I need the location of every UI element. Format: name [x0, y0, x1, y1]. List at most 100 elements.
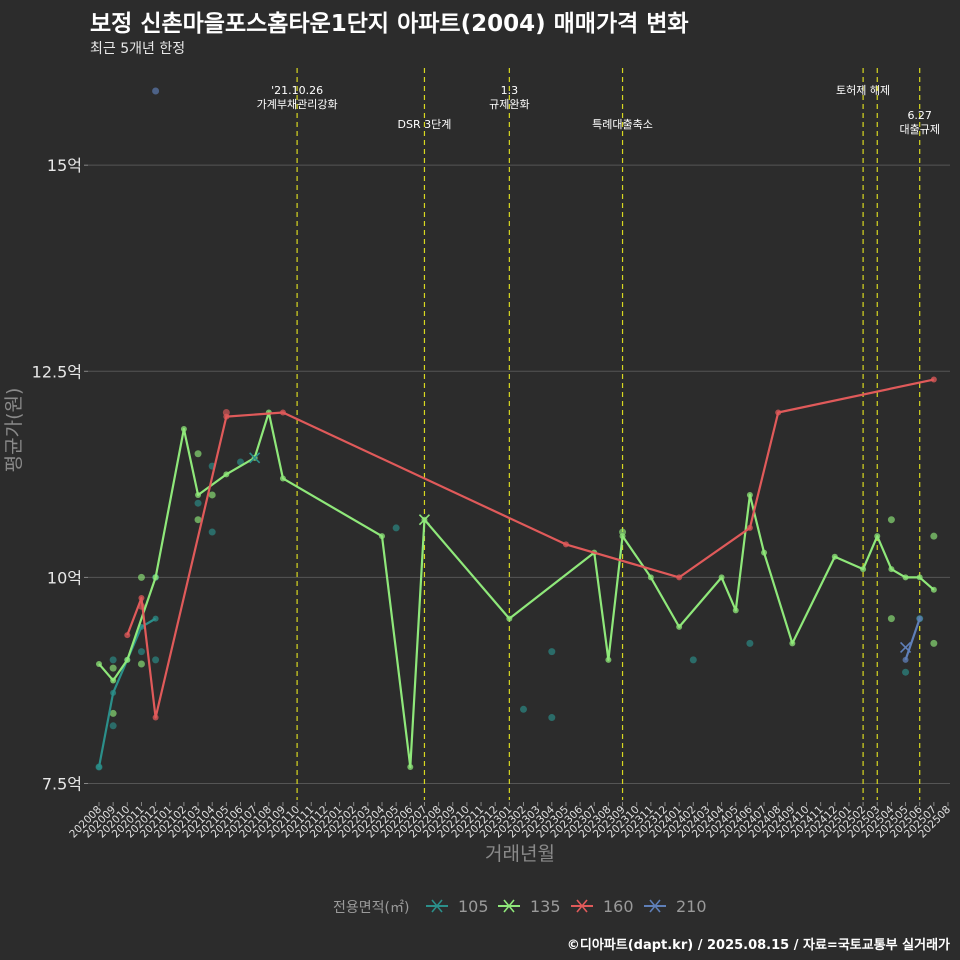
line-point-135 — [902, 574, 909, 581]
line-point-135 — [110, 677, 117, 684]
x-axis-title: 거래년월 — [485, 843, 555, 865]
line-point-135 — [718, 574, 725, 581]
line-point-135 — [916, 574, 923, 581]
legend-label-135: 135 — [530, 897, 561, 916]
legend-key-mark-105 — [431, 899, 443, 913]
line-point-135 — [407, 764, 414, 771]
event-label: '21.10.26 — [271, 84, 323, 97]
line-point-105 — [96, 764, 102, 771]
legend: 전용면적(㎡) 105 135 160 210 — [333, 897, 707, 916]
series-line-135 — [98, 411, 935, 769]
legend-label-210: 210 — [676, 897, 707, 916]
line-point-160 — [152, 714, 159, 721]
footer-credit: ©디아파트(dapt.kr) / 2025.08.15 / 자료=국토교통부 실… — [566, 938, 950, 953]
chart-title: 보정 신촌마을포스홈타운1단지 아파트(2004) 매매가격 변화 — [90, 11, 689, 37]
event-label: 1.3 — [501, 84, 519, 97]
line-point-135 — [124, 656, 131, 663]
line-point-135 — [874, 533, 881, 540]
line-point-135 — [676, 623, 683, 630]
event-label: 규제완화 — [489, 98, 529, 111]
line-point-135 — [96, 660, 102, 667]
scatter-point-135 — [887, 615, 895, 623]
line-point-135 — [279, 475, 286, 482]
legend-key-mark-135 — [503, 899, 515, 913]
legend-label-105: 105 — [458, 897, 489, 916]
scatter-point-105 — [137, 648, 145, 656]
line-point-135 — [888, 566, 895, 573]
event-label: 6.27 — [907, 109, 932, 122]
line-point-135 — [647, 574, 654, 581]
x-marker-105 — [249, 452, 261, 464]
line-point-160 — [746, 524, 753, 531]
scatter-point-105 — [548, 714, 556, 722]
y-axis-title: 평균가(원) — [3, 388, 25, 473]
event-label: 토허제 해제 — [836, 83, 890, 97]
line-point-135 — [506, 615, 513, 622]
scatter-point-135 — [930, 532, 938, 540]
series-line-160 — [126, 378, 935, 719]
line-point-135 — [732, 607, 739, 614]
scatter-point-105 — [237, 458, 244, 466]
line-point-210 — [902, 656, 909, 663]
line-point-135 — [746, 491, 753, 498]
event-label: 대출규제 — [899, 123, 939, 136]
line-point-160 — [223, 413, 230, 420]
chart-subtitle: 최근 5개년 한정 — [90, 41, 186, 57]
scatter-point-105 — [194, 499, 202, 507]
scatter-point-135 — [208, 491, 216, 499]
scatter-point-105 — [109, 656, 117, 664]
scatter-point-105 — [689, 656, 697, 664]
x-marker-105-stroke — [249, 452, 261, 464]
line-point-210 — [916, 615, 923, 622]
line-point-135 — [831, 553, 838, 560]
line-point-160 — [775, 409, 782, 416]
y-tick-label: 12.5억 — [32, 362, 82, 381]
scatter-point-135 — [109, 664, 117, 672]
scatter-point-135 — [194, 450, 202, 458]
scatter-point-135 — [109, 709, 117, 717]
scatter-point-105 — [109, 722, 117, 730]
line-point-135 — [761, 549, 768, 556]
legend-title: 전용면적(㎡) — [333, 900, 409, 916]
x-marker-210 — [899, 641, 912, 654]
line-point-135 — [930, 586, 937, 593]
y-tick-label: 15억 — [47, 156, 82, 175]
event-label: 특례대출축소 — [592, 118, 653, 131]
y-tick-label: 7.5억 — [42, 775, 82, 794]
line-point-160 — [676, 574, 683, 581]
scatter-point-105 — [548, 648, 556, 656]
line-point-135 — [619, 533, 626, 540]
scatter-point-105 — [152, 656, 160, 664]
line-point-160 — [124, 632, 131, 639]
line-point-135 — [180, 426, 187, 432]
scatter-point-135 — [137, 660, 145, 668]
line-point-160 — [279, 409, 286, 416]
scatter-point-135 — [887, 516, 895, 524]
y-tick-label: 10억 — [47, 568, 82, 587]
scatter-point-135 — [194, 516, 202, 524]
line-point-135 — [379, 533, 385, 540]
legend-key-mark-210 — [649, 899, 661, 913]
line-point-160 — [138, 595, 145, 602]
line-point-105 — [110, 689, 117, 696]
line-point-135 — [789, 640, 796, 647]
scatter-point-135 — [137, 573, 145, 581]
scatter-point-105 — [392, 524, 400, 532]
legend-label-160: 160 — [603, 897, 634, 916]
legend-key-mark-160 — [576, 899, 588, 913]
event-label: 가계부채관리강화 — [257, 98, 338, 111]
scatter-point-105 — [208, 528, 216, 536]
line-point-160 — [930, 376, 937, 383]
event-label: DSR 3단계 — [398, 118, 452, 131]
line-point-135 — [152, 574, 159, 581]
scatter-point-105 — [902, 668, 910, 676]
x-marker-135 — [418, 514, 431, 526]
line-point-135 — [223, 471, 230, 478]
series-line-210 — [904, 618, 921, 661]
scatter-point-210 — [152, 87, 160, 95]
line-point-135 — [860, 566, 867, 573]
line-point-105 — [152, 615, 159, 622]
x-marker-210-stroke — [899, 641, 912, 654]
